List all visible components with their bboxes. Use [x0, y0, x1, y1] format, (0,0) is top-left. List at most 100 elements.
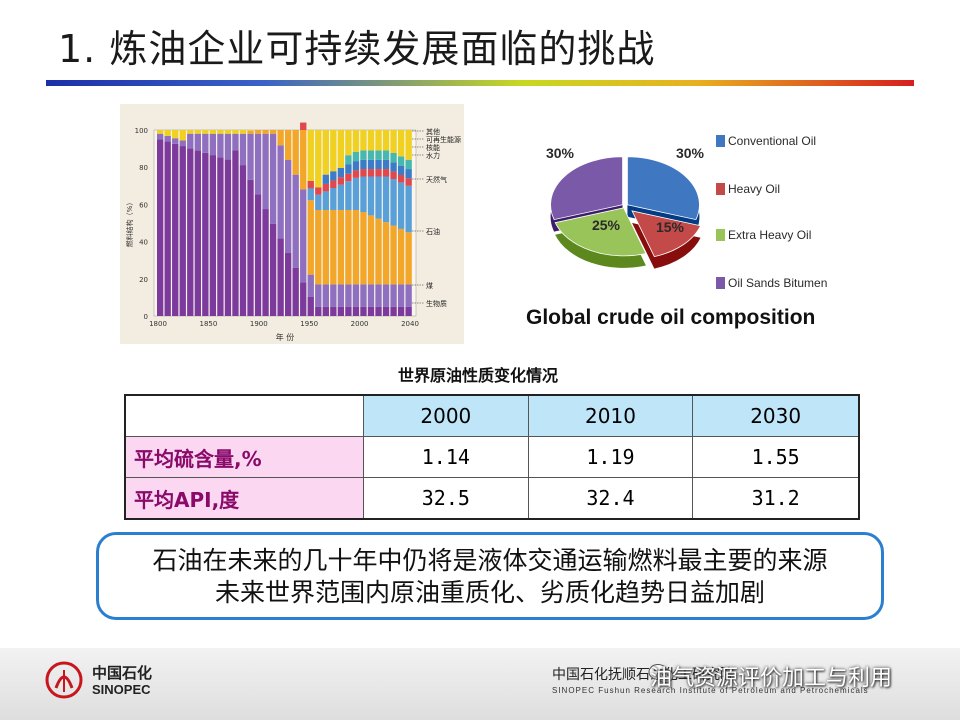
legend-label: 其他	[426, 127, 440, 136]
stack-bar-segment-hydro	[382, 169, 390, 177]
stack-bar-segment-coal	[247, 133, 254, 180]
stack-bar-segment-gas	[360, 176, 367, 213]
stack-bar-segment-coal	[360, 284, 367, 307]
pie-data-label: 30%	[676, 145, 705, 161]
legend-label: 石油	[426, 227, 440, 236]
stack-bar-segment-coal	[239, 133, 247, 166]
institute-chinese-name: 中国石化抚顺石油化工研究院	[552, 667, 734, 683]
legend-swatch	[716, 183, 725, 195]
stack-bar-segment-oil	[285, 130, 292, 161]
stack-bar-segment-renewable	[345, 155, 352, 165]
stack-bar-segment-coal	[194, 133, 201, 151]
stack-bar-segment-hydro	[397, 174, 405, 183]
stack-bar-segment-oil	[300, 130, 307, 190]
table-cell: 32.5	[363, 477, 529, 520]
stack-bar-segment-oil	[345, 209, 352, 285]
stack-bar-segment-coal	[375, 284, 382, 307]
stack-bar-segment-oil	[247, 130, 254, 134]
crude-composition-pie: 30% 15% 25% 30% Conventional Oil Heavy Oil Ext…	[520, 130, 840, 310]
stack-bar-segment-other	[217, 130, 224, 134]
stack-bar-segment-oil	[352, 209, 360, 285]
stack-bar-segment-hydro	[375, 169, 382, 177]
stack-bar-segment-nuclear	[337, 167, 345, 178]
stack-bar-segment-coal	[367, 284, 375, 307]
stack-bar-segment-oil	[307, 200, 314, 275]
stack-bar-segment-gas	[405, 185, 412, 233]
legend-label: 核能	[426, 143, 440, 152]
x-tick-label: 2000	[351, 320, 369, 328]
stack-bar-segment-other	[239, 130, 247, 134]
stack-bar-segment-coal	[232, 133, 239, 151]
stack-bar-segment-gas	[322, 191, 329, 210]
pie-legend-label: Oil Sands Bitumen	[728, 276, 827, 290]
stack-bar-segment-biomass	[247, 179, 254, 316]
energy-structure-chart: 100 80 60 40 20 0 1800 1850 1900 1950 2000 2040 燃料结构…	[120, 104, 464, 344]
stack-bar-segment-coal	[277, 145, 284, 239]
pie-legend-label: Heavy Oil	[728, 182, 780, 196]
stack-bar-segment-nuclear	[345, 164, 352, 174]
stack-bar-segment-coal	[322, 284, 329, 307]
stack-bar-segment-oil	[360, 212, 367, 285]
stack-bar-segment-biomass	[315, 306, 322, 316]
stack-bar-segment-gas	[397, 182, 405, 229]
stack-bar-segment-renewable	[375, 150, 382, 160]
stack-bar-segment-nuclear	[352, 161, 360, 171]
stack-bar-segment-coal	[172, 138, 179, 144]
legend-label: 生物质	[426, 299, 447, 308]
table-corner-cell	[124, 394, 364, 437]
stack-bar-segment-coal	[209, 133, 217, 156]
pie-slice-heavy-oil	[631, 210, 702, 258]
stack-bar-segment-coal	[285, 160, 292, 254]
stack-bar-segment-renewable	[397, 156, 405, 166]
stack-bar-segment-gas	[352, 177, 360, 210]
legend-swatch	[716, 135, 725, 147]
stack-bar-segment-coal	[254, 133, 262, 195]
stack-bar-segment-nuclear	[322, 174, 329, 184]
y-tick-label: 60	[139, 201, 148, 209]
stack-bar-segment-coal	[217, 133, 224, 158]
stack-bar-segment-nuclear	[330, 171, 337, 181]
stack-bar-segment-other	[322, 130, 329, 175]
table-row: 平均API,度 32.5 32.4 31.2	[124, 477, 860, 520]
stack-bar-segment-oil	[254, 130, 262, 134]
stack-bar-segment-biomass	[360, 306, 367, 316]
stack-bar-segment-coal	[157, 133, 164, 140]
stack-bar-segment-biomass	[300, 282, 307, 316]
stack-bar-segment-biomass	[405, 306, 412, 316]
y-tick-label: 0	[144, 313, 148, 321]
pie-data-label: 25%	[592, 217, 621, 233]
watermark-text: 油气资源评价加工与利用	[650, 666, 893, 691]
stack-bar-segment-biomass	[164, 141, 171, 316]
y-axis-title: 燃料结构（%）	[125, 199, 134, 248]
stack-bar-segment-hydro	[345, 173, 352, 182]
stack-bar-segment-gas	[382, 176, 390, 223]
pie-legend-label: Extra Heavy Oil	[728, 228, 811, 242]
stack-bar-segment-oil	[322, 209, 329, 285]
stack-bar-segment-other	[232, 130, 239, 134]
stack-bar-segment-oil	[382, 222, 390, 285]
stack-bar-segment-biomass	[285, 253, 292, 316]
stack-bar-segment-hydro	[315, 187, 322, 195]
stack-bar-segment-oil	[375, 218, 382, 285]
stack-bar-segment-biomass	[172, 143, 179, 316]
title-gradient-rule	[46, 80, 914, 86]
stack-bar-segment-biomass	[382, 306, 390, 316]
logo-chinese-name: 中国石化	[92, 664, 153, 682]
stack-bar-segment-gas	[337, 184, 345, 210]
stack-bar-segment-biomass	[202, 152, 209, 316]
stack-bar-segment-biomass	[209, 155, 217, 316]
slide-footer	[0, 648, 960, 720]
stack-bar-segment-other	[405, 130, 412, 160]
stack-bar-segment-coal	[352, 284, 360, 307]
table-col-header: 2010	[527, 394, 694, 437]
stack-bar-segment-hydro	[360, 169, 367, 177]
pie-svg: 30% 15% 25% 30% Conventional Oil Heavy Oil Ext…	[546, 134, 827, 290]
stack-bar-segment-other	[330, 130, 337, 172]
table-col-header: 2030	[692, 394, 860, 437]
y-tick-label: 80	[139, 164, 148, 172]
stack-bar-segment-hydro	[322, 183, 329, 192]
stack-bar-segment-gas	[307, 188, 314, 201]
stack-bar-segment-oil	[367, 215, 375, 285]
stack-bar-segment-other	[164, 130, 171, 136]
